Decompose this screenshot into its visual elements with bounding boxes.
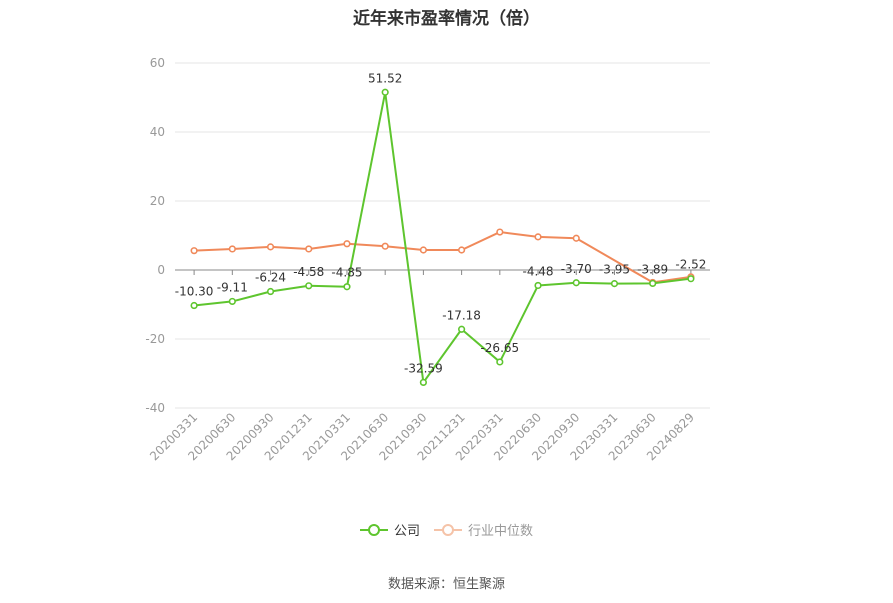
data-point-company[interactable]	[305, 282, 313, 290]
legend-label-industry: 行业中位数	[468, 524, 534, 539]
data-point-industry[interactable]	[190, 247, 198, 255]
y-tick-label: 40	[150, 125, 165, 139]
data-label-company: -9.11	[217, 280, 248, 294]
grid-layer	[175, 62, 710, 409]
data-point-company[interactable]	[649, 279, 657, 288]
legend-item-industry[interactable]: 行业中位数	[434, 520, 533, 539]
chart-title: 近年来市盈率情况（倍）	[353, 9, 540, 29]
y-tick-label: 60	[150, 56, 165, 70]
data-label-company: -4.58	[293, 265, 324, 279]
legend: 公司 行业中位数	[0, 520, 893, 539]
data-point-industry[interactable]	[458, 246, 466, 254]
data-point-industry[interactable]	[305, 245, 313, 253]
legend-company-marker-icon	[359, 523, 388, 536]
data-point-industry[interactable]	[496, 228, 504, 236]
data-point-company[interactable]	[534, 281, 542, 290]
data-source: 数据来源：恒生聚源	[387, 577, 505, 592]
data-labels: -10.30 -9.11 -6.24 -4.58 -4.85 51.52 -32.59 -17…	[175, 71, 707, 375]
data-point-industry[interactable]	[228, 245, 236, 253]
data-label-company: -3.89	[637, 262, 668, 276]
data-label-company: -4.48	[523, 264, 554, 278]
data-point-industry[interactable]	[381, 242, 389, 250]
series-line-company	[194, 91, 692, 384]
data-point-industry[interactable]	[534, 233, 542, 241]
y-tick-label: 0	[157, 263, 165, 277]
data-label-company: -6.24	[255, 271, 286, 285]
data-label-company: -17.18	[442, 308, 481, 322]
data-point-company[interactable]	[381, 88, 389, 96]
legend-industry-marker-icon	[434, 523, 462, 536]
data-label-company: -26.65	[480, 341, 519, 355]
data-point-company[interactable]	[572, 279, 580, 287]
data-point-company[interactable]	[610, 280, 619, 288]
y-tick-label: -20	[145, 332, 165, 346]
data-label-company: -32.59	[404, 361, 443, 375]
y-tick-label: -40	[145, 401, 165, 415]
data-label-company: -3.70	[561, 262, 592, 276]
data-point-industry[interactable]	[572, 234, 580, 242]
y-tick-label: 20	[150, 194, 165, 208]
data-label-company: -4.85	[331, 266, 362, 280]
data-label-company: -10.30	[175, 285, 214, 299]
data-label-company: -2.52	[675, 258, 706, 272]
series-layer	[190, 88, 695, 387]
data-label-company: 51.52	[368, 71, 402, 85]
data-point-industry[interactable]	[419, 246, 427, 254]
y-axis-ticks: 60 40 20 0 -20 -40	[145, 56, 165, 415]
data-point-company[interactable]	[190, 301, 198, 310]
data-point-company[interactable]	[496, 358, 504, 366]
data-point-company[interactable]	[458, 325, 466, 333]
data-point-industry[interactable]	[343, 240, 351, 248]
data-point-industry[interactable]	[266, 243, 275, 251]
data-point-company[interactable]	[687, 275, 695, 283]
data-point-company[interactable]	[343, 283, 351, 291]
data-point-company[interactable]	[228, 297, 236, 306]
data-label-company: -3.95	[599, 263, 630, 277]
legend-item-company[interactable]: 公司	[359, 520, 420, 539]
legend-label-company: 公司	[393, 524, 420, 539]
data-point-company[interactable]	[419, 378, 427, 387]
data-point-company[interactable]	[266, 287, 275, 296]
